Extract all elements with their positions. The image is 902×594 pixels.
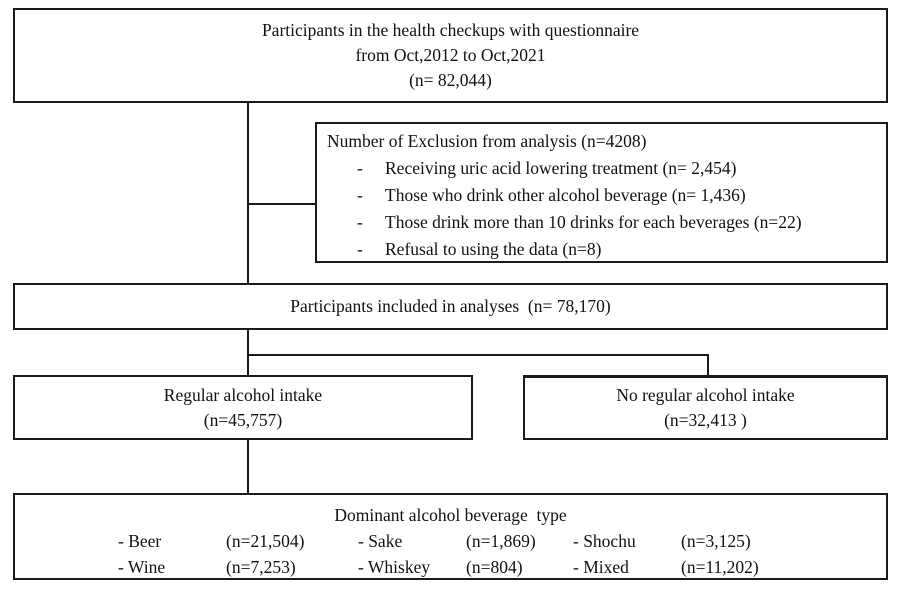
box-participants-source: Participants in the health checkups with…	[13, 8, 888, 103]
box-regular-alcohol-intake: Regular alcohol intake (n=45,757)	[13, 375, 473, 440]
beverage-name: - Shochu	[573, 531, 636, 551]
source-line-1: Participants in the health checkups with…	[261, 20, 640, 40]
exclusion-item-text: Refusal to using the data (n=8)	[385, 239, 602, 259]
exclusion-item-text: Those drink more than 10 drinks for each…	[385, 212, 802, 232]
box-included-in-analyses: Participants included in analyses (n= 78…	[13, 283, 888, 330]
connector-included-to-regular	[247, 330, 249, 375]
beverage-row: - Wine (n=7,253) - Whiskey (n=804) - Mix…	[15, 554, 886, 580]
beverage-name: - Beer	[118, 531, 162, 551]
beverage-count: (n=1,869)	[466, 531, 536, 551]
connector-split-horizontal	[247, 354, 709, 356]
beverage-cell: - Mixed (n=11,202)	[573, 554, 783, 580]
beverage-name: - Sake	[358, 531, 403, 551]
exclusion-item: - Those who drink other alcohol beverage…	[327, 182, 878, 209]
connector-regular-to-dominant	[247, 440, 249, 493]
no-regular-line-1: No regular alcohol intake	[616, 385, 795, 405]
exclusion-item-text: Receiving uric acid lowering treatment (…	[385, 158, 737, 178]
beverage-row: - Beer (n=21,504) - Sake (n=1,869) - Sho…	[15, 528, 886, 554]
bullet-dash: -	[357, 239, 363, 259]
connector-split-to-no-regular	[707, 354, 709, 375]
box-dominant-beverage-type: Dominant alcohol beverage type - Beer (n…	[13, 493, 888, 580]
beverage-name: - Wine	[118, 557, 166, 577]
beverage-cell: - Wine (n=7,253)	[118, 554, 358, 580]
beverage-count: (n=11,202)	[681, 557, 759, 577]
connector-source-to-included	[247, 103, 249, 283]
no-regular-line-2: (n=32,413 )	[664, 410, 747, 430]
exclusion-item-text: Those who drink other alcohol beverage (…	[385, 185, 746, 205]
exclusion-title: Number of Exclusion from analysis (n=420…	[327, 131, 647, 151]
beverage-cell: - Beer (n=21,504)	[118, 528, 358, 554]
beverage-count: (n=21,504)	[226, 531, 305, 551]
dominant-title: Dominant alcohol beverage type	[334, 505, 567, 525]
exclusion-item: - Those drink more than 10 drinks for ea…	[327, 209, 878, 236]
regular-line-1: Regular alcohol intake	[163, 384, 323, 405]
source-line-3: (n= 82,044)	[409, 70, 492, 90]
connector-exclusion-branch	[249, 203, 315, 205]
regular-line-2: (n=45,757)	[203, 409, 283, 430]
beverage-name: - Whiskey	[358, 557, 431, 577]
exclusion-item: - Refusal to using the data (n=8)	[327, 236, 878, 263]
exclusion-item: - Receiving uric acid lowering treatment…	[327, 155, 878, 182]
bullet-dash: -	[357, 158, 363, 178]
beverage-count: (n=3,125)	[681, 531, 751, 551]
box-exclusion: Number of Exclusion from analysis (n=420…	[315, 122, 888, 263]
beverage-count: (n=7,253)	[226, 557, 296, 577]
beverage-cell: - Shochu (n=3,125)	[573, 528, 783, 554]
bullet-dash: -	[357, 212, 363, 232]
box-no-regular-alcohol-intake: No regular alcohol intake (n=32,413 )	[523, 375, 888, 440]
source-line-2: from Oct,2012 to Oct,2021	[355, 45, 546, 65]
bullet-dash: -	[357, 185, 363, 205]
beverage-cell: - Whiskey (n=804)	[358, 554, 573, 580]
beverage-cell: - Sake (n=1,869)	[358, 528, 573, 554]
included-text: Participants included in analyses (n= 78…	[290, 296, 611, 316]
beverage-count: (n=804)	[466, 557, 523, 577]
beverage-name: - Mixed	[573, 557, 629, 577]
